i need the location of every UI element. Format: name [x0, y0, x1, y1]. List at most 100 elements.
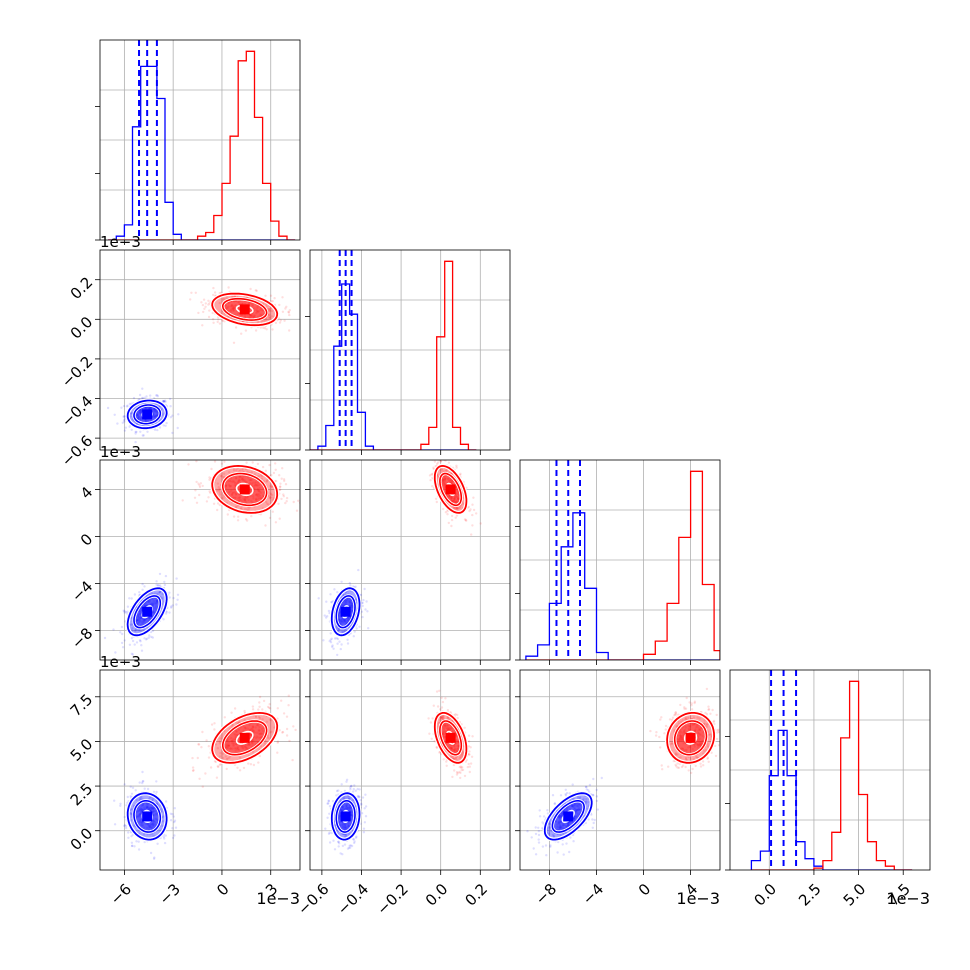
scatter-point: [344, 620, 348, 623]
scatter-point: [706, 757, 709, 760]
scatter-point: [143, 604, 147, 608]
scatter-point: [250, 515, 253, 518]
scatter-point: [674, 752, 677, 755]
scatter-point: [456, 716, 459, 720]
scatter-point: [456, 747, 460, 750]
scatter-point: [138, 393, 142, 397]
scatter-point: [141, 396, 144, 400]
scatter-point: [340, 603, 343, 607]
scatter-point: [562, 823, 565, 827]
scatter-point: [549, 845, 552, 848]
scatter-point: [441, 480, 445, 484]
scatter-point: [230, 304, 233, 308]
scatter-point: [567, 823, 570, 826]
scatter-point: [195, 460, 198, 463]
scatter-point: [538, 809, 541, 812]
scatter-point: [233, 747, 236, 750]
scatter-point: [575, 802, 578, 806]
scatter-point: [349, 604, 353, 607]
scatter-point: [573, 807, 576, 811]
scatter-point: [212, 502, 216, 505]
scatter-point: [342, 620, 345, 623]
scatter-point: [244, 745, 247, 748]
scatter-point: [204, 305, 207, 308]
scatter-point: [439, 716, 442, 719]
scatter-point: [570, 804, 574, 808]
scatter-point: [257, 310, 260, 313]
scatter-point: [279, 319, 282, 322]
scatter-point: [348, 824, 351, 828]
scatter-point: [591, 793, 595, 797]
scatter-point: [150, 807, 154, 810]
scatter-point: [205, 739, 208, 742]
scatter-point: [248, 743, 251, 746]
scatter-point: [337, 614, 341, 617]
scatter-point: [232, 496, 235, 499]
scatter-point: [440, 716, 444, 719]
scatter-point: [245, 481, 248, 484]
scatter-point: [152, 611, 155, 614]
scatter-point: [443, 730, 446, 733]
scatter-point: [588, 783, 592, 787]
scatter-point: [209, 766, 213, 769]
contour-outer: [211, 711, 279, 764]
scatter-point: [237, 497, 240, 500]
scatter-point: [129, 811, 132, 815]
scatter-point: [198, 485, 202, 489]
scatter-point: [251, 739, 254, 743]
scatter-point: [717, 728, 720, 731]
scatter-point: [155, 580, 158, 583]
scatter-point: [278, 729, 281, 732]
scatter-point: [141, 582, 144, 586]
scatter-point: [230, 737, 233, 740]
scatter-point: [233, 306, 236, 310]
scatter-point: [219, 751, 222, 755]
scatter-point: [439, 468, 442, 471]
scatter-point: [335, 637, 338, 640]
scatter-point: [261, 729, 264, 733]
scatter-point: [204, 772, 207, 775]
scatter-point: [460, 769, 463, 772]
scatter-point: [154, 602, 158, 606]
scatter-point: [341, 806, 344, 809]
scatter-point: [244, 726, 247, 730]
scatter-point: [254, 497, 258, 500]
scatter-point: [134, 440, 137, 444]
scatter-point: [343, 843, 347, 846]
contour-inner: [133, 800, 162, 833]
scatter-point: [274, 521, 278, 524]
scatter-point: [136, 414, 140, 417]
scatter-point: [207, 303, 210, 306]
scatter-point: [145, 419, 148, 423]
scatter-point: [235, 505, 238, 508]
scatter-point: [455, 749, 458, 753]
scatter-point: [244, 496, 247, 500]
scatter-point: [364, 805, 368, 808]
scatter-point: [266, 736, 269, 739]
scatter-point: [565, 842, 568, 845]
contour-inner: [222, 472, 268, 507]
scatter-point: [346, 598, 349, 601]
scatter-point: [224, 743, 227, 747]
scatter-point: [457, 497, 460, 501]
scatter-point: [694, 728, 697, 731]
scatter-point: [156, 818, 159, 821]
scatter-point: [454, 713, 457, 716]
scatter-point: [133, 643, 136, 646]
scatter-point: [572, 818, 576, 821]
scatter-point: [122, 404, 126, 408]
scatter-point: [145, 806, 149, 809]
scatter-point: [348, 804, 351, 807]
scatter-point: [347, 832, 351, 836]
scatter-point: [350, 603, 354, 606]
scatter-point: [468, 765, 471, 768]
contour-outer: [330, 792, 361, 841]
scatter-point: [457, 744, 460, 747]
scatter-point: [173, 807, 176, 810]
scatter-point: [151, 415, 155, 418]
scatter-point: [553, 802, 556, 806]
scatter-point: [297, 499, 300, 502]
scatter-point: [259, 736, 262, 740]
scatter-point: [283, 479, 286, 483]
scatter-point: [193, 496, 197, 499]
